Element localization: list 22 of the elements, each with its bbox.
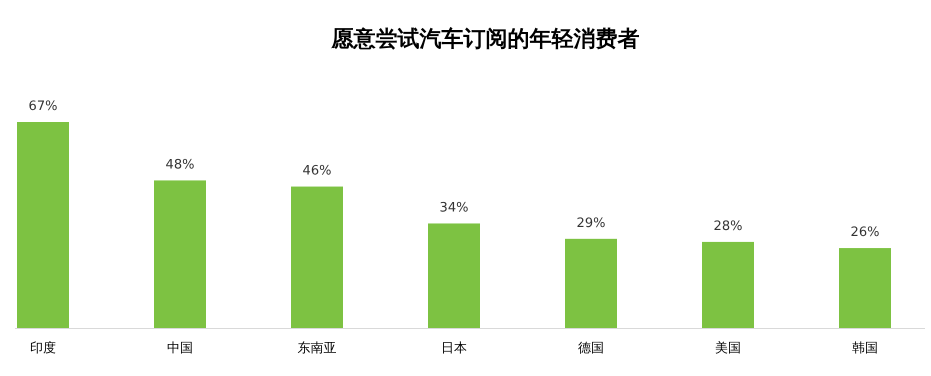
- bar: [428, 223, 480, 328]
- bar: [702, 242, 754, 328]
- bar: [154, 180, 206, 328]
- bar: [839, 248, 891, 328]
- data-label: 29%: [576, 216, 606, 231]
- x-tick-label: 日本: [441, 341, 467, 356]
- data-label: 46%: [302, 164, 332, 179]
- data-label: 48%: [166, 157, 194, 172]
- data-label: 34%: [440, 200, 468, 216]
- x-tick-label: 中国: [167, 341, 193, 356]
- data-label: 67%: [28, 99, 58, 114]
- x-tick-label: 印度: [30, 340, 56, 356]
- x-tick-label: 韩国: [852, 341, 878, 356]
- x-tick-label: 美国: [715, 340, 741, 356]
- bar: [17, 122, 69, 328]
- chart-title: 愿意尝试汽车订阅的年轻消费者: [330, 26, 640, 52]
- bar: [291, 186, 343, 328]
- data-label: 26%: [850, 225, 880, 240]
- bar: [565, 238, 617, 328]
- data-label: 28%: [714, 218, 742, 234]
- x-tick-label: 德国: [578, 341, 604, 356]
- x-tick-label: 东南亚: [298, 341, 336, 356]
